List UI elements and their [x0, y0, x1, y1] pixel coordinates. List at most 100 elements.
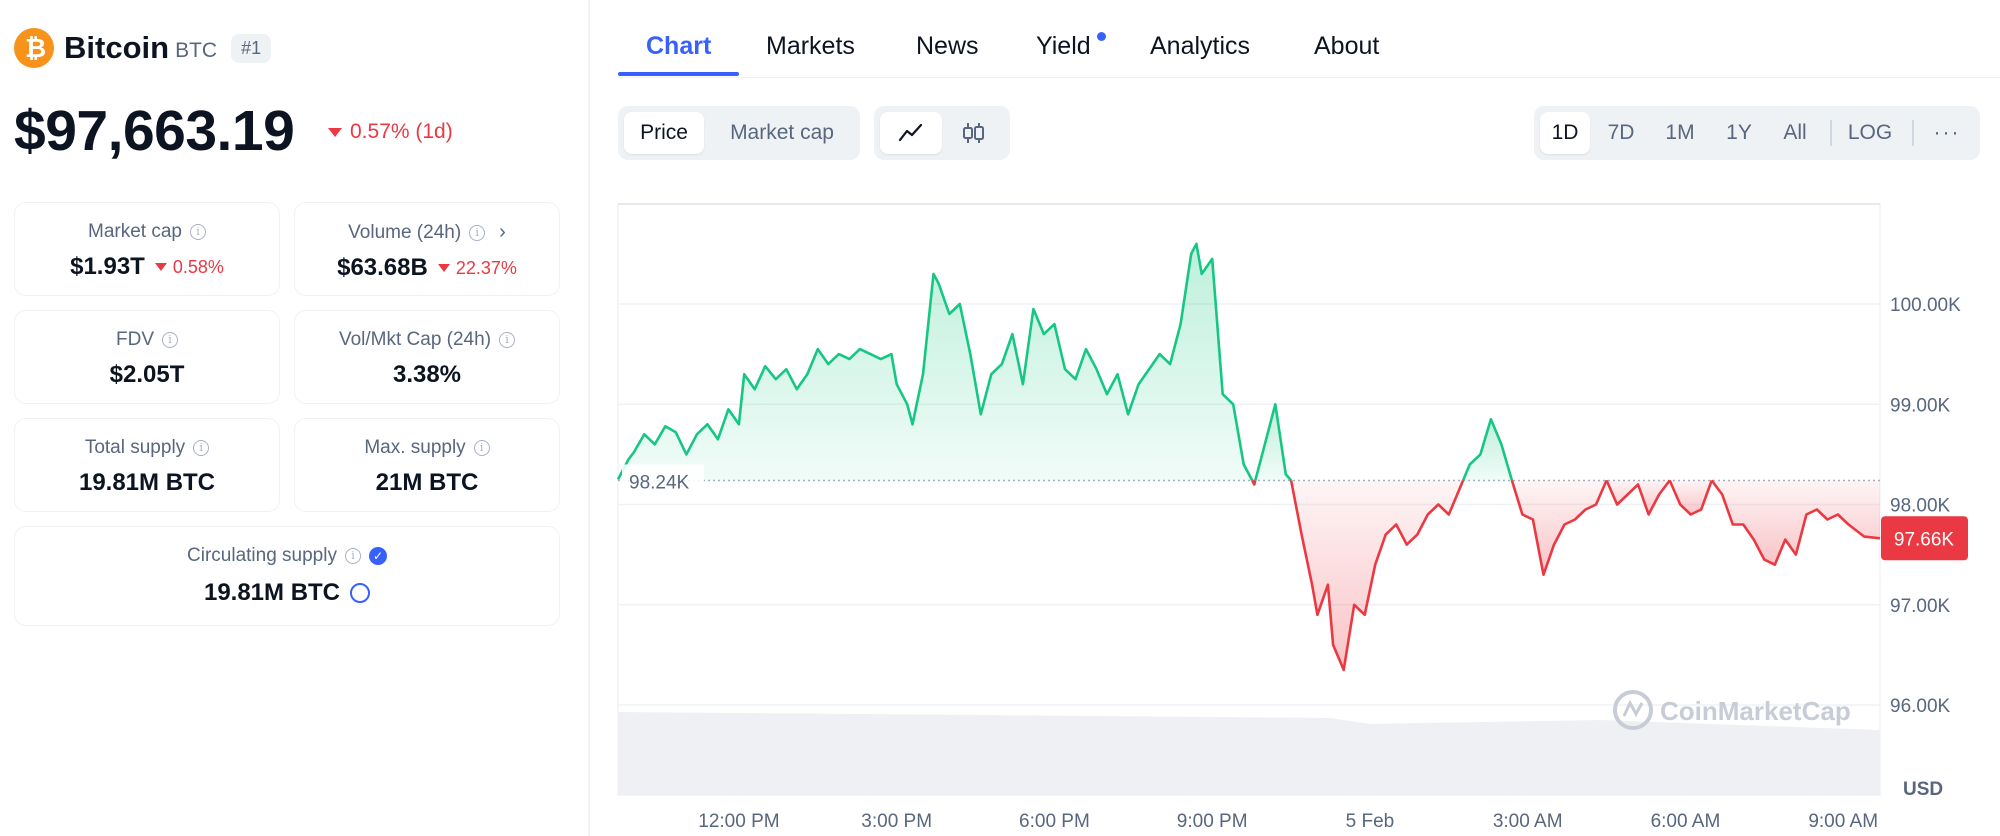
- candlestick-button[interactable]: [942, 112, 1004, 154]
- coin-price: $97,663.19: [14, 99, 295, 163]
- info-icon[interactable]: i: [189, 224, 206, 240]
- volume-bars: [618, 712, 1880, 795]
- coin-name: Bitcoin: [64, 30, 170, 65]
- info-icon[interactable]: i: [193, 440, 210, 456]
- toolbar-divider: [1912, 120, 1914, 146]
- info-icon[interactable]: i: [499, 332, 516, 348]
- market-cap-value: $1.93T: [70, 253, 145, 280]
- price-area-down: [1511, 480, 1607, 575]
- x-tick-label: 3:00 AM: [1493, 811, 1563, 832]
- range-all-button[interactable]: All: [1783, 121, 1807, 144]
- price-area-up: [618, 243, 1253, 481]
- down-arrow-icon: [437, 264, 450, 272]
- current-price-badge: [1881, 516, 1968, 561]
- price-line-down: [1510, 479, 1608, 576]
- x-tick-label: 6:00 AM: [1651, 811, 1721, 832]
- reference-label-bg: [622, 464, 704, 495]
- line-chart-icon: [898, 123, 923, 142]
- circulating-supply-value: 19.81M BTC: [203, 579, 341, 606]
- range-1y-button[interactable]: 1Y: [1726, 121, 1752, 144]
- tab-yield[interactable]: Yield: [1036, 32, 1091, 60]
- coin-header: ₿ Bitcoin BTC #1: [14, 28, 272, 68]
- tab-bar: [618, 0, 2000, 78]
- verified-icon: ✓: [368, 547, 387, 565]
- chevron-right-icon[interactable]: ›: [499, 221, 506, 243]
- fdv-label: FDV: [116, 329, 154, 350]
- market-cap-card[interactable]: Market cap i $1.93T 0.58%: [14, 202, 280, 296]
- x-tick-label: 5 Feb: [1346, 811, 1395, 832]
- fdv-card[interactable]: FDV i $2.05T: [14, 310, 280, 404]
- metric-toggle: Price Market cap: [618, 106, 860, 160]
- y-tick-label: 100.00K: [1890, 295, 1961, 316]
- toolbar-divider: [1830, 120, 1832, 146]
- line-chart-button[interactable]: [880, 112, 942, 154]
- price-button[interactable]: Price: [624, 112, 704, 154]
- volume-card[interactable]: Volume (24h) i › $63.68B 22.37%: [294, 202, 560, 296]
- supply-progress-ring-icon: [350, 583, 371, 603]
- volume-change: 22.37%: [455, 257, 517, 278]
- circulating-supply-card[interactable]: Circulating supply i ✓ 19.81M BTC: [14, 526, 560, 626]
- price-line-up: [1254, 403, 1293, 482]
- active-tab-indicator: [618, 72, 739, 76]
- price-area-down: [1606, 480, 1670, 515]
- volume-value: $63.68B: [337, 254, 428, 281]
- range-7d-button[interactable]: 7D: [1607, 121, 1635, 144]
- volume-label: Volume (24h): [348, 221, 462, 243]
- info-icon[interactable]: i: [473, 440, 490, 456]
- time-range-toggle: 1D 7D 1M 1Y All LOG ···: [1534, 106, 1980, 160]
- price-line-up: [1461, 418, 1514, 481]
- x-tick-label: 3:00 PM: [861, 811, 932, 832]
- coin-symbol: BTC: [175, 39, 218, 62]
- down-arrow-icon: [154, 263, 167, 271]
- total-supply-label: Total supply: [84, 437, 186, 458]
- market-cap-label: Market cap: [88, 221, 182, 242]
- vol-mkt-cap-label: Vol/Mkt Cap (24h): [338, 329, 492, 350]
- y-tick-label: 99.00K: [1890, 395, 1951, 416]
- range-1m-button[interactable]: 1M: [1665, 121, 1695, 144]
- max-supply-card[interactable]: Max. supply i 21M BTC: [294, 418, 560, 512]
- price-line-down: [1668, 479, 1713, 516]
- range-1d-button[interactable]: 1D: [1540, 112, 1590, 154]
- chart-style-toggle: [874, 106, 1010, 160]
- rank-badge: #1: [231, 33, 272, 63]
- coin-stats-panel: ₿ Bitcoin BTC #1 $97,663.19 0.57% (1d) M…: [0, 0, 590, 836]
- y-tick-label: 97.00K: [1890, 596, 1951, 617]
- bitcoin-logo-icon: ₿: [14, 28, 54, 68]
- more-options-button[interactable]: ···: [1933, 121, 1961, 144]
- price-change: 0.57% (1d): [328, 120, 453, 144]
- tab-analytics[interactable]: Analytics: [1150, 32, 1251, 60]
- total-supply-value: 19.81M BTC: [78, 469, 216, 496]
- current-price-label: 97.66K: [1894, 529, 1955, 550]
- price-line-down: [1710, 479, 1881, 566]
- total-supply-card[interactable]: Total supply i 19.81M BTC: [14, 418, 280, 512]
- max-supply-label: Max. supply: [364, 437, 466, 458]
- tab-about[interactable]: About: [1314, 32, 1380, 60]
- down-arrow-icon: [328, 127, 342, 137]
- y-tick-label: 96.00K: [1890, 696, 1951, 717]
- tab-news[interactable]: News: [916, 32, 979, 60]
- x-tick-label: 9:00 PM: [1177, 811, 1248, 832]
- price-area-up: [1463, 419, 1512, 481]
- price-area-up: [1255, 404, 1292, 481]
- tab-chart[interactable]: Chart: [646, 32, 712, 60]
- candlestick-icon: [963, 123, 984, 143]
- currency-label: USD: [1903, 779, 1943, 800]
- price-area-down: [1291, 480, 1464, 670]
- market-cap-change: 0.58%: [172, 256, 224, 277]
- circulating-supply-label: Circulating supply: [187, 545, 337, 566]
- info-icon[interactable]: i: [344, 548, 361, 564]
- x-tick-label: 9:00 AM: [1808, 811, 1878, 832]
- vol-mkt-cap-card[interactable]: Vol/Mkt Cap (24h) i 3.38%: [294, 310, 560, 404]
- coinmarketcap-watermark-icon: [1613, 690, 1653, 730]
- price-line-down: [1251, 479, 1257, 486]
- price-change-value: 0.57% (1d): [350, 120, 453, 143]
- x-tick-label: 6:00 PM: [1019, 811, 1090, 832]
- market-cap-button[interactable]: Market cap: [730, 121, 834, 144]
- tab-markets[interactable]: Markets: [766, 32, 855, 60]
- info-icon[interactable]: i: [469, 224, 486, 241]
- log-scale-button[interactable]: LOG: [1847, 121, 1893, 144]
- price-line-up: [616, 242, 1254, 482]
- info-icon[interactable]: i: [162, 332, 178, 348]
- vol-mkt-cap-value: 3.38%: [392, 361, 462, 388]
